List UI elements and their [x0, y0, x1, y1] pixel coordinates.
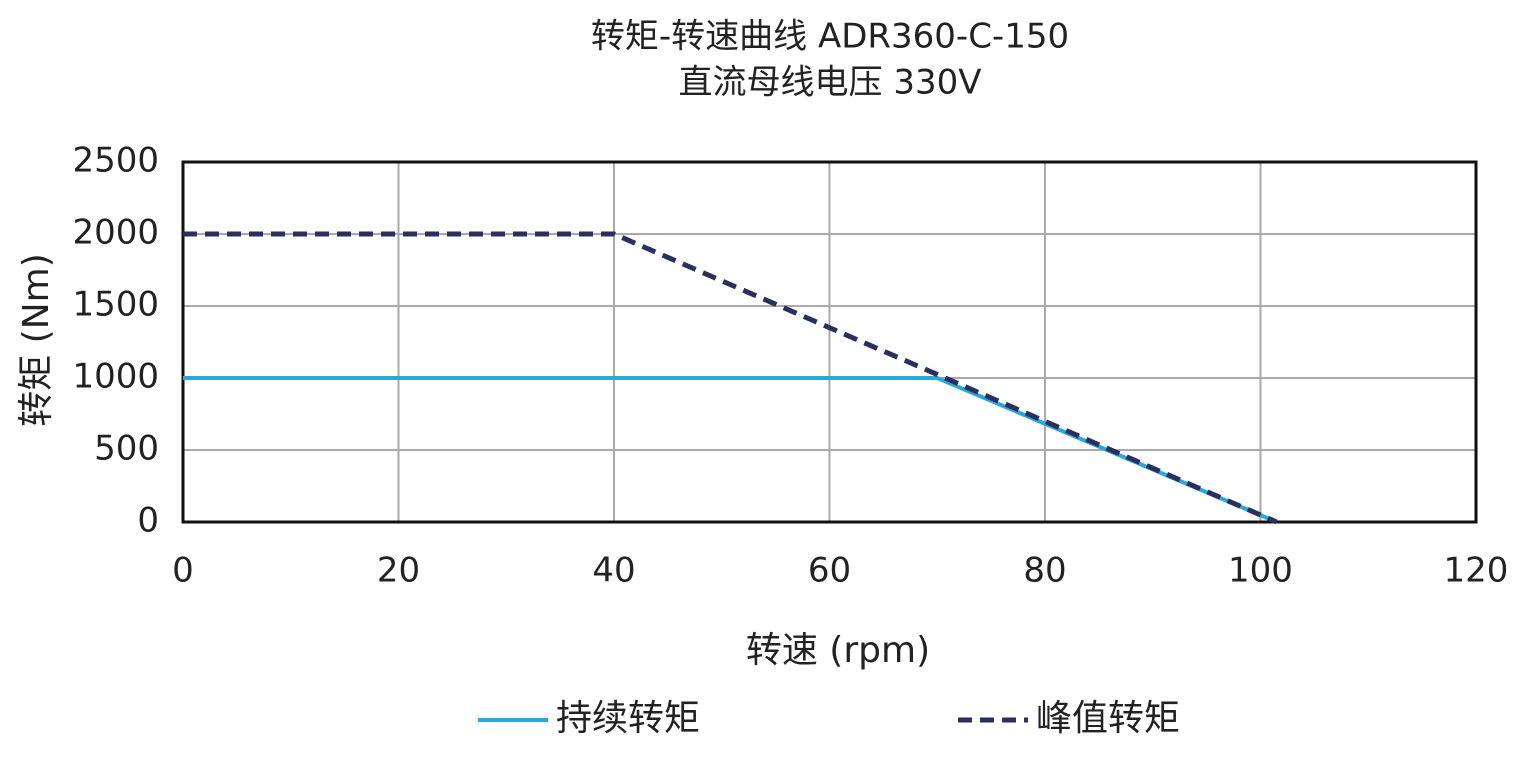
legend-label: 持续转矩 [556, 698, 700, 739]
x-tick-label: 120 [1444, 551, 1509, 591]
chart-subtitle: 直流母线电压 330V [679, 63, 982, 103]
x-tick-label: 60 [808, 551, 851, 591]
x-tick-label: 100 [1228, 551, 1293, 591]
legend-label: 峰值转矩 [1036, 698, 1180, 739]
line-series [183, 231, 1278, 525]
x-axis-label: 转速 (rpm) [746, 630, 930, 671]
x-tick-label: 0 [172, 551, 194, 591]
y-tick-label: 2000 [72, 213, 159, 253]
y-axis-label: 转矩 (Nm) [16, 253, 57, 427]
chart-title: 转矩-转速曲线 ADR360-C-150 [591, 17, 1069, 57]
y-tick-label: 1500 [72, 285, 159, 325]
line-series [183, 376, 1278, 524]
plot-border [181, 160, 1478, 524]
y-tick-label: 500 [94, 429, 159, 469]
y-tick-label: 0 [137, 501, 159, 541]
y-tick-label: 2500 [72, 141, 159, 181]
x-tick-label: 40 [592, 551, 635, 591]
y-tick-label: 1000 [72, 357, 159, 397]
x-tick-label: 20 [377, 551, 420, 591]
x-tick-label: 80 [1023, 551, 1066, 591]
